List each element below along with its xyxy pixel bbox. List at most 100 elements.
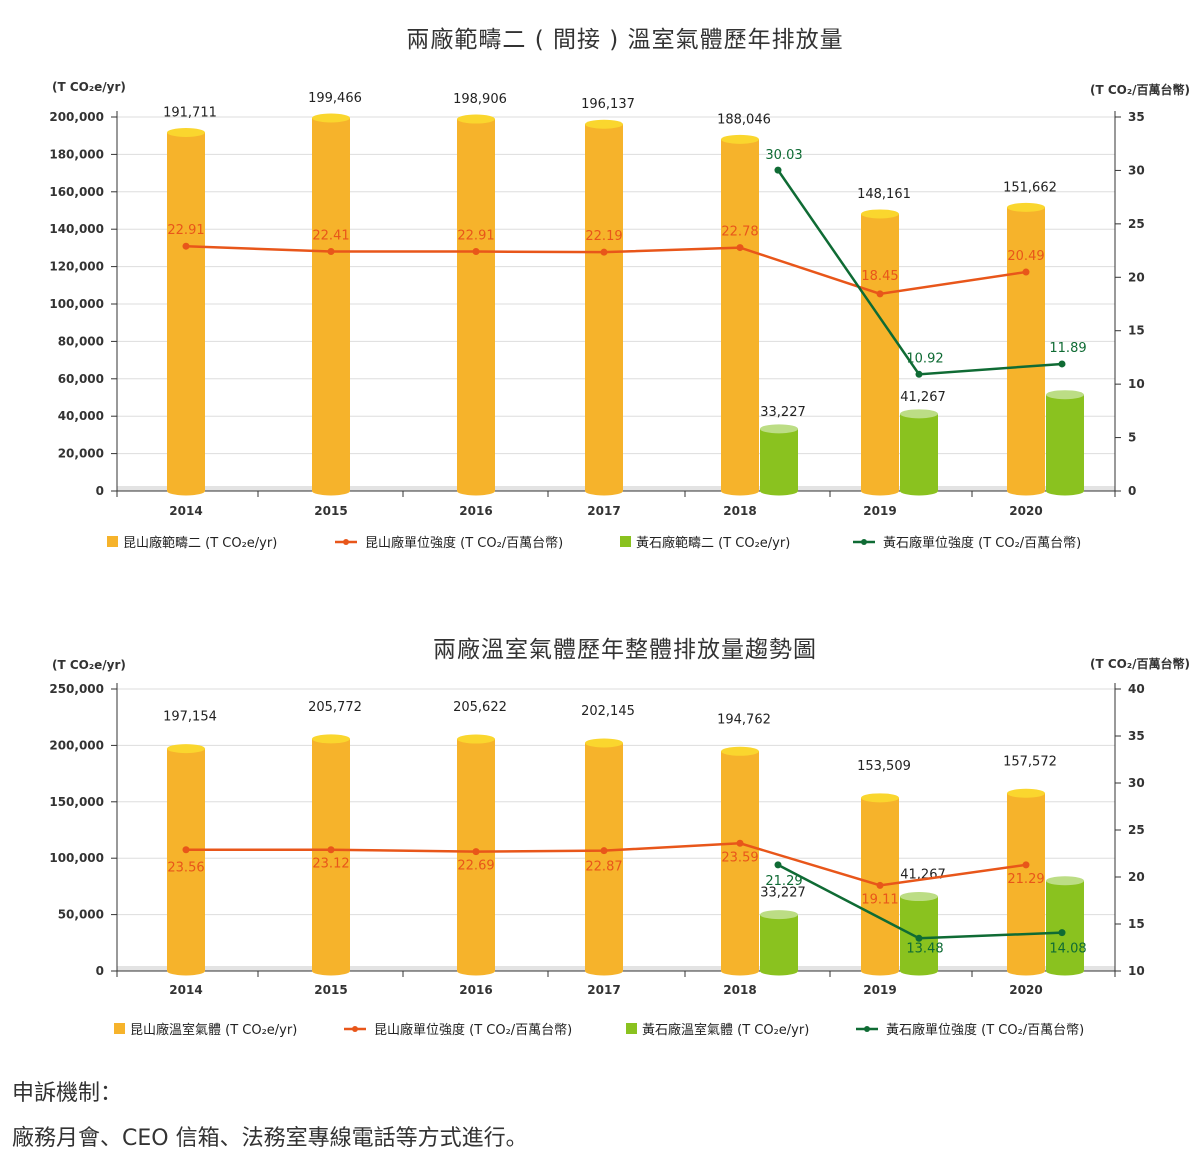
- legend-swatch: [620, 536, 631, 547]
- y-tick-label-left: 0: [96, 484, 104, 498]
- green-bar-body: [760, 428, 798, 496]
- legend-label: 黃石廠範疇二 (T CO₂e/yr): [636, 535, 790, 551]
- orange-bar-body: [861, 213, 899, 496]
- green-line-point: [915, 934, 923, 942]
- orange-bar: [1007, 202, 1045, 496]
- orange-bar-body: [585, 124, 623, 496]
- y-tick-label-left: 20,000: [58, 447, 104, 461]
- green-bar: [900, 409, 938, 496]
- orange-bar-top: [312, 734, 350, 744]
- bar-value-label: 153,509: [857, 759, 911, 774]
- orange-bar: [457, 734, 495, 976]
- bar-value-label: 194,762: [717, 712, 771, 727]
- line-value-label: 21.29: [1007, 872, 1044, 887]
- orange-line-point: [1022, 268, 1030, 276]
- line-value-label: 19.11: [861, 892, 898, 907]
- y-tick-label-right: 35: [1128, 729, 1145, 743]
- orange-bar-body: [312, 738, 350, 976]
- x-tick-label: 2018: [723, 504, 756, 518]
- orange-bar-body: [721, 139, 759, 496]
- x-tick-label: 2020: [1009, 504, 1042, 518]
- y-tick-label-right: 20: [1128, 870, 1145, 884]
- green-bar: [900, 892, 938, 976]
- orange-bar: [721, 134, 759, 496]
- bar-value-label: 148,161: [857, 187, 911, 202]
- x-tick-label: 2019: [863, 504, 896, 518]
- orange-bar-top: [861, 209, 899, 219]
- y-tick-label-right: 10: [1128, 377, 1145, 391]
- orange-bar-top: [457, 114, 495, 124]
- orange-bar: [312, 113, 350, 496]
- bar-value-label: 151,662: [1003, 180, 1057, 195]
- orange-bar-body: [167, 748, 205, 976]
- green-line-point: [915, 370, 923, 378]
- orange-bar-body: [721, 751, 759, 976]
- green-bar-body: [1046, 880, 1084, 976]
- green-line-point: [1058, 360, 1066, 368]
- x-tick-label: 2017: [587, 983, 620, 997]
- chart-total-svg: 0 50,000 100,000 150,000 200,000 250,000 10 15 2…: [49, 656, 1190, 1038]
- line-value-label: 30.03: [765, 148, 802, 163]
- x-tick-label: 2017: [587, 504, 620, 518]
- orange-bar-top: [457, 734, 495, 744]
- orange-line-point: [1022, 861, 1030, 869]
- y-tick-label-right: 30: [1128, 776, 1145, 790]
- orange-line-point: [472, 248, 480, 256]
- orange-bar-top: [721, 746, 759, 756]
- chart-total-emissions: 0 50,000 100,000 150,000 200,000 250,000 10 15 2…: [0, 622, 1200, 1052]
- y-axis-right-unit: (T CO₂/百萬台幣): [1090, 656, 1190, 671]
- legend-swatch: [107, 536, 118, 547]
- bar-value-label: 191,711: [163, 106, 217, 121]
- line-value-label: 23.59: [721, 850, 758, 865]
- complaint-body: 廠務月會、CEO 信箱、法務室專線電話等方式進行。: [12, 1126, 528, 1151]
- bar-value-label: 205,772: [308, 700, 362, 715]
- line-value-label: 23.12: [312, 857, 349, 872]
- orange-line-point: [876, 290, 884, 298]
- orange-line-point: [736, 839, 744, 847]
- bar-value-label: 188,046: [717, 112, 771, 127]
- orange-line-point: [182, 846, 190, 854]
- chart-title: 兩廠溫室氣體歷年整體排放量趨勢圖: [433, 637, 817, 663]
- legend-swatch: [114, 1023, 125, 1034]
- orange-bar-body: [1007, 793, 1045, 976]
- orange-bar-body: [457, 119, 495, 496]
- line-value-label: 20.49: [1007, 249, 1044, 264]
- line-value-label: 22.91: [457, 229, 494, 244]
- y-axis-right-unit: (T CO₂/百萬台幣): [1090, 82, 1190, 97]
- y-tick-label-left: 80,000: [58, 334, 104, 348]
- line-value-label: 11.89: [1049, 341, 1086, 356]
- y-tick-label-right: 25: [1128, 823, 1145, 837]
- chart-title: 兩廠範疇二 ( 間接 ) 溫室氣體歷年排放量: [406, 27, 844, 53]
- y-tick-label-right: 20: [1128, 270, 1145, 284]
- y-tick-label-left: 40,000: [58, 409, 104, 423]
- orange-bar-top: [1007, 202, 1045, 212]
- x-tick-label: 2020: [1009, 983, 1042, 997]
- bar-value-label: 157,572: [1003, 754, 1057, 769]
- y-tick-label-right: 15: [1128, 324, 1145, 338]
- y-tick-label-left: 60,000: [58, 372, 104, 386]
- orange-line-point: [327, 248, 335, 256]
- green-line-point: [774, 166, 782, 174]
- chart-scope2-emissions: 0 20,000 40,000 60,000 80,000 100,000 120,000 1…: [0, 0, 1200, 570]
- y-tick-label-left: 0: [96, 964, 104, 978]
- legend-label: 黃石廠單位強度 (T CO₂/百萬台幣): [883, 535, 1081, 551]
- bar-value-label: 41,267: [900, 390, 946, 405]
- legend-swatch: [626, 1023, 637, 1034]
- line-value-label: 14.08: [1049, 942, 1086, 957]
- y-tick-label-left: 200,000: [49, 738, 104, 752]
- y-tick-label-left: 100,000: [49, 851, 104, 865]
- orange-bar: [312, 734, 350, 976]
- bar-value-label: 33,227: [760, 405, 806, 420]
- bar-value-label: 205,622: [453, 700, 507, 715]
- line-value-label: 22.69: [457, 859, 494, 874]
- y-tick-label-left: 100,000: [49, 297, 104, 311]
- orange-bar: [585, 738, 623, 976]
- orange-line-point: [600, 248, 608, 256]
- y-tick-label-left: 140,000: [49, 222, 104, 236]
- orange-bar-top: [585, 738, 623, 748]
- x-tick-label: 2015: [314, 504, 347, 518]
- y-tick-label-right: 25: [1128, 217, 1145, 231]
- green-bar-top: [1046, 876, 1084, 886]
- y-tick-label-right: 0: [1128, 484, 1136, 498]
- y-axis-left-unit: (T CO₂e/yr): [52, 658, 126, 672]
